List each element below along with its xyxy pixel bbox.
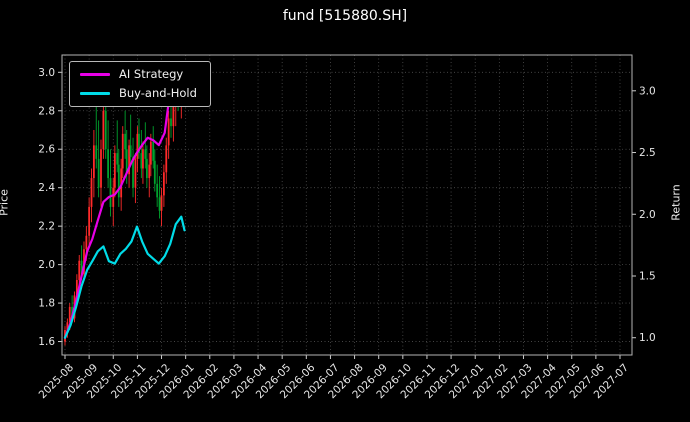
svg-text:1.8: 1.8 <box>38 298 55 310</box>
svg-text:2.0: 2.0 <box>639 209 656 221</box>
svg-text:3.0: 3.0 <box>38 67 55 79</box>
svg-text:1.0: 1.0 <box>639 332 656 344</box>
legend-item-ai-strategy: AI Strategy <box>80 67 197 81</box>
buy-and-hold-line-swatch-icon <box>80 91 110 95</box>
svg-text:1.5: 1.5 <box>639 270 656 282</box>
legend: AI Strategy Buy-and-Hold <box>69 61 211 107</box>
svg-text:2.5: 2.5 <box>639 147 656 159</box>
svg-text:2.4: 2.4 <box>38 182 55 194</box>
svg-text:1.6: 1.6 <box>38 336 55 348</box>
ai-strategy-line-swatch-icon <box>80 73 110 77</box>
svg-text:2.8: 2.8 <box>38 105 55 117</box>
svg-text:2.2: 2.2 <box>38 221 55 233</box>
svg-text:2.6: 2.6 <box>38 144 55 156</box>
legend-item-buy-and-hold: Buy-and-Hold <box>80 85 197 100</box>
legend-label-ai-strategy: AI Strategy <box>119 67 184 81</box>
svg-text:2.0: 2.0 <box>38 259 55 271</box>
right-axis-label: Return <box>669 184 683 221</box>
left-axis-label: Price <box>0 189 11 216</box>
chart-title: fund [515880.SH] <box>282 8 408 24</box>
svg-text:3.0: 3.0 <box>639 85 656 97</box>
legend-label-buy-and-hold: Buy-and-Hold <box>119 85 197 100</box>
